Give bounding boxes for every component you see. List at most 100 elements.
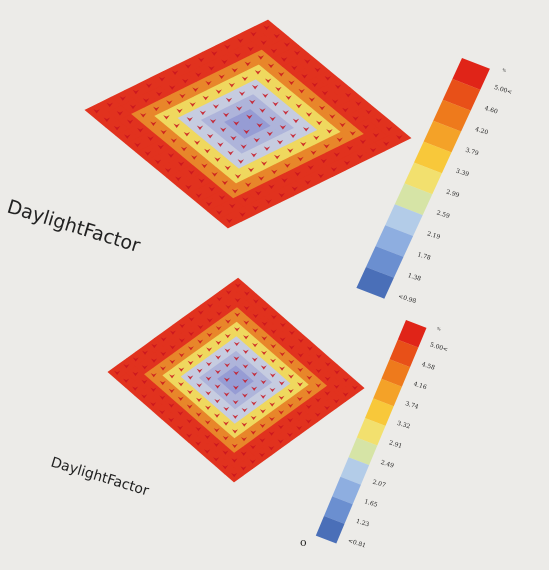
sensor-marker-icon <box>187 346 194 351</box>
legend-label: 1.65 <box>363 498 378 509</box>
sensor-marker-icon <box>178 382 185 387</box>
sensor-marker-icon <box>204 434 211 440</box>
sensor-marker-icon <box>222 465 229 470</box>
sensor-marker-icon <box>259 438 266 443</box>
sensor-marker-icon <box>231 188 239 194</box>
sensor-marker-icon <box>259 423 266 428</box>
legend-bottom: 5.00< 4.58 4.16 3.74 3.32 2.91 2.49 2.07 1.65 1.2… <box>315 320 449 549</box>
sensor-marker-icon <box>168 388 175 393</box>
sensor-marker-icon <box>244 61 251 67</box>
legend-swatch <box>373 378 402 407</box>
sensor-marker-icon <box>231 443 238 449</box>
sensor-marker-icon <box>298 88 305 94</box>
sensor-marker-icon <box>193 140 201 145</box>
sensor-marker-icon <box>205 376 212 381</box>
sensor-marker-icon <box>150 387 157 392</box>
sensor-marker-icon <box>270 344 277 349</box>
sensor-marker-icon <box>240 466 247 471</box>
sensor-marker-icon <box>234 174 242 179</box>
sensor-marker-icon <box>189 102 196 107</box>
sensor-marker-icon <box>369 147 377 153</box>
legend-label: 1.23 <box>355 518 370 529</box>
sensor-marker-icon <box>221 180 229 185</box>
legend-label: 2.91 <box>388 439 403 450</box>
sensor-marker-icon <box>250 401 257 406</box>
sensor-marker-icon <box>239 212 246 217</box>
sensor-marker-icon <box>206 133 214 139</box>
sensor-marker-icon <box>297 367 304 372</box>
sensor-marker-icon <box>211 51 218 56</box>
sensor-marker-icon <box>306 360 313 366</box>
sensor-marker-icon <box>279 125 287 130</box>
sensor-marker-icon <box>159 410 166 415</box>
sensor-marker-icon <box>277 439 284 444</box>
sensor-marker-icon <box>177 396 184 401</box>
sensor-marker-icon <box>234 312 241 317</box>
sensor-marker-icon <box>242 378 249 384</box>
sensor-marker-icon <box>212 104 220 109</box>
sensor-marker-icon <box>342 377 349 383</box>
sensor-marker-icon <box>202 95 209 101</box>
sensor-marker-icon <box>103 117 111 122</box>
sensor-marker-icon <box>242 364 249 369</box>
sensor-marker-icon <box>197 339 204 344</box>
sensor-marker-icon <box>141 379 148 384</box>
sensor-marker-icon <box>182 78 189 84</box>
sensor-marker-icon <box>227 150 234 156</box>
sensor-marker-icon <box>233 356 240 361</box>
sensor-marker-icon <box>164 168 172 173</box>
sensor-marker-icon <box>225 304 232 310</box>
sensor-marker-icon <box>223 406 230 412</box>
sensor-marker-icon <box>175 176 182 181</box>
sensor-marker-icon <box>196 368 203 373</box>
sensor-marker-icon <box>153 106 160 112</box>
sensor-marker-icon <box>218 74 225 79</box>
sensor-marker-icon <box>285 95 292 100</box>
sensor-marker-icon <box>229 203 236 209</box>
sensor-marker-icon <box>253 137 260 143</box>
sensor-marker-icon <box>294 171 301 177</box>
sensor-marker-icon <box>154 159 162 165</box>
sensor-marker-icon <box>383 141 390 146</box>
sensor-marker-icon <box>259 108 266 113</box>
sensor-marker-icon <box>216 311 223 316</box>
sensor-marker-icon <box>213 428 220 433</box>
sensor-marker-icon <box>241 393 248 398</box>
sensor-marker-icon <box>132 386 139 391</box>
sensor-marker-icon <box>310 150 317 155</box>
sensor-marker-icon <box>271 169 278 175</box>
sensor-marker-icon <box>225 319 232 324</box>
sensor-marker-icon <box>144 151 151 156</box>
sensor-marker-icon <box>268 446 275 451</box>
sensor-marker-icon <box>170 138 178 143</box>
sensor-marker-icon <box>250 444 257 450</box>
sensor-marker-icon <box>297 382 304 387</box>
sensor-marker-icon <box>159 395 166 400</box>
sensor-marker-icon <box>279 322 286 328</box>
sensor-marker-icon <box>324 362 331 367</box>
sensor-marker-icon <box>267 63 275 69</box>
sensor-marker-icon <box>241 76 249 81</box>
sensor-marker-icon <box>187 389 194 395</box>
sensor-marker-icon <box>279 351 286 357</box>
sensor-marker-icon <box>232 429 239 434</box>
sensor-marker-icon <box>177 425 184 430</box>
sensor-marker-icon <box>168 403 175 408</box>
sensor-marker-icon <box>169 330 176 335</box>
sensor-marker-icon <box>305 404 312 409</box>
sensor-marker-icon <box>269 116 276 122</box>
sensor-marker-icon <box>178 367 185 372</box>
legend-label: 3.39 <box>455 168 470 179</box>
sensor-marker-icon <box>280 57 288 62</box>
sensor-marker-icon <box>240 451 247 456</box>
sensor-marker-icon <box>241 422 248 427</box>
sensor-marker-icon <box>213 457 220 462</box>
sensor-marker-icon <box>284 163 291 168</box>
sensor-marker-icon <box>124 134 131 139</box>
legend-label: 4.20 <box>474 126 489 137</box>
sensor-marker-icon <box>196 397 203 403</box>
sensor-marker-icon <box>240 144 247 149</box>
sensor-marker-icon <box>306 375 313 380</box>
sensor-marker-icon <box>260 161 268 166</box>
sensor-marker-icon <box>160 366 167 371</box>
